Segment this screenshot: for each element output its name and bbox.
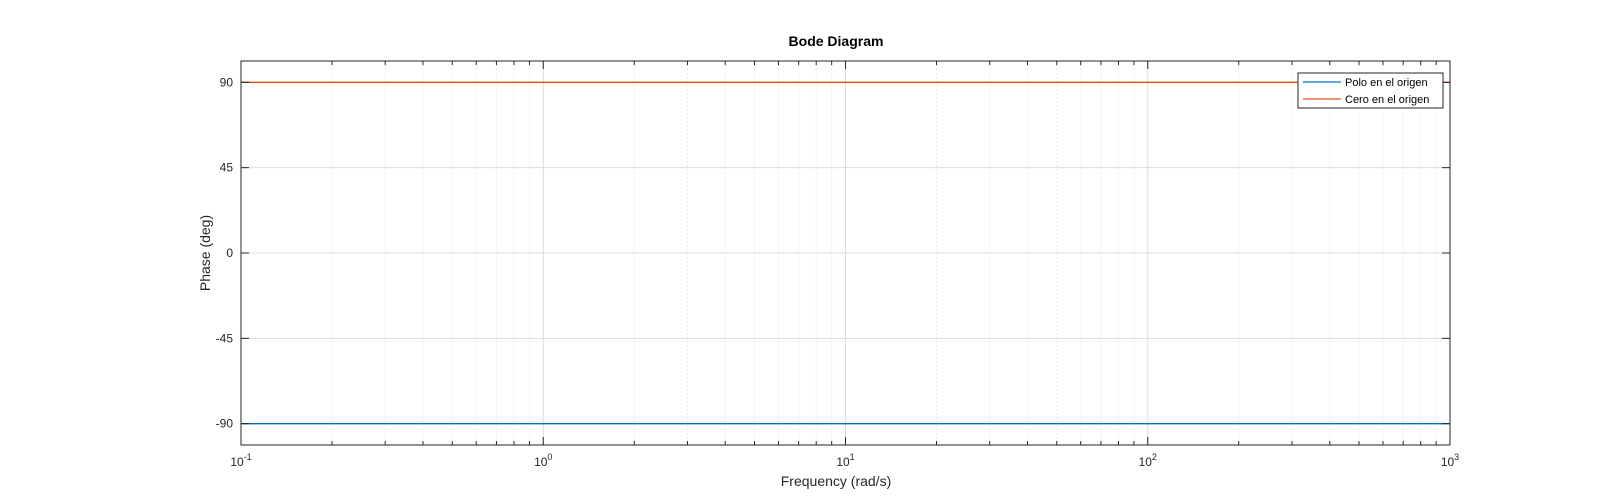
x-tick-labels: 10-1 100 101 102 103 [230,452,1459,469]
x-tick-label: 101 [836,452,854,469]
y-tick-label: -90 [216,417,234,431]
x-tick-label: 102 [1139,452,1157,469]
x-tick-label: 10-1 [230,452,251,469]
y-tick-label: 90 [220,75,234,89]
x-tick-label: 103 [1441,452,1459,469]
y-tick-label: 0 [226,246,233,260]
legend-label-2: Cero en el origen [1345,94,1429,106]
series-layer [241,81,1450,425]
chart-title: Bode Diagram [789,33,884,49]
legend-label-1: Polo en el origen [1345,77,1428,89]
x-tick-label: 100 [534,452,552,469]
legend-box [1297,72,1444,109]
y-axis-label: Phase (deg) [197,215,213,291]
legend[interactable]: Polo en el origen Cero en el origen [1297,72,1444,109]
y-tick-label: -45 [216,331,234,345]
y-tick-label: 45 [220,161,234,175]
tick-marks [240,61,1451,445]
x-axis-label: Frequency (rad/s) [781,473,891,489]
y-tick-labels: 90 45 0 -45 -90 [216,75,234,430]
